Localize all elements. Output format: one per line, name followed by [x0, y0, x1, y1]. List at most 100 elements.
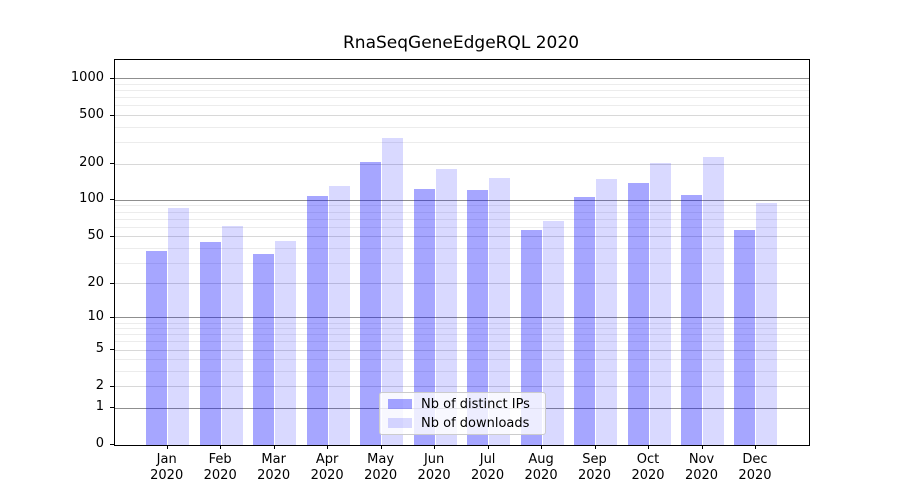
xtick-mark-mar	[273, 445, 275, 449]
xtick-label-jun: Jun 2020	[417, 452, 451, 483]
gridline-decade-10	[115, 317, 809, 319]
bar-downloads-dec	[756, 202, 778, 445]
bar-downloads-apr	[328, 185, 350, 445]
ytick-label-0: 0	[95, 436, 104, 451]
gridline-minor-80	[115, 211, 809, 213]
bar-downloads-feb	[221, 226, 243, 445]
bar-ips-may	[360, 161, 382, 445]
chart-title: RnaSeqGeneEdgeRQL 2020	[342, 33, 580, 53]
xtick-label-may: May 2020	[364, 452, 398, 483]
gridline-decade-100	[115, 199, 809, 201]
ytick-label-50: 50	[87, 227, 104, 243]
xtick-mark-apr	[327, 445, 329, 449]
xtick-label-dec: Dec 2020	[738, 452, 772, 483]
bar-ips-feb	[199, 242, 221, 445]
gridline-minor-600	[115, 105, 809, 107]
ytick-label-10: 10	[87, 308, 104, 324]
ytick-mark-0	[110, 444, 114, 445]
bar-ips-jul	[467, 190, 489, 445]
ytick-mark-20	[110, 282, 114, 284]
gridline-minor-30	[115, 262, 809, 264]
gridline-minor-6	[115, 341, 809, 343]
bar-downloads-aug	[542, 220, 564, 445]
bar-downloads-mar	[275, 241, 297, 445]
legend-label-downloads: Nb of downloads	[421, 415, 530, 431]
bar-downloads-jan	[168, 208, 190, 445]
gridline-minor-4	[115, 359, 809, 361]
bar-ips-sep	[574, 196, 596, 445]
ytick-mark-2	[110, 385, 114, 387]
gridline-200	[115, 163, 809, 165]
ytick-label-1000: 1000	[70, 69, 104, 85]
ytick-mark-100	[110, 199, 114, 201]
bar-ips-apr	[306, 195, 328, 445]
ytick-mark-500	[110, 114, 114, 116]
gridline-2	[115, 386, 809, 388]
xtick-mark-jun	[434, 445, 436, 449]
ytick-mark-1	[110, 407, 114, 409]
ytick-mark-50	[110, 235, 114, 237]
ytick-mark-200	[110, 163, 114, 164]
gridline-minor-40	[115, 247, 809, 249]
gridline-decade-1000	[115, 78, 809, 80]
bar-ips-aug	[520, 229, 542, 445]
gridline-minor-70	[115, 218, 809, 220]
ytick-mark-5	[110, 349, 114, 351]
bar-downloads-may	[382, 137, 404, 445]
xtick-label-mar: Mar 2020	[257, 452, 291, 483]
bar-ips-mar	[253, 253, 275, 445]
ytick-label-2: 2	[95, 377, 104, 393]
gridline-minor-7	[115, 334, 809, 336]
gridline-minor-9	[115, 322, 809, 324]
ytick-label-200: 200	[79, 155, 104, 170]
bar-downloads-nov	[703, 157, 724, 445]
gridline-minor-300	[115, 142, 809, 144]
ytick-mark-10	[110, 316, 114, 318]
xtick-label-oct: Oct 2020	[631, 452, 665, 483]
xtick-mark-nov	[701, 445, 703, 449]
xtick-mark-oct	[648, 445, 650, 449]
xtick-mark-jan	[166, 445, 168, 449]
xtick-mark-dec	[754, 445, 756, 449]
gridline-minor-900	[115, 84, 809, 86]
xtick-label-sep: Sep 2020	[577, 452, 612, 483]
ytick-label-500: 500	[79, 106, 104, 122]
ytick-mark-1000	[110, 77, 114, 79]
bar-downloads-jun	[435, 168, 457, 445]
legend: Nb of distinct IPs Nb of downloads	[379, 392, 546, 435]
legend-item-downloads: Nb of downloads	[388, 416, 545, 431]
bar-ips-dec	[734, 229, 756, 445]
xtick-mark-aug	[541, 445, 543, 449]
bar-downloads-oct	[649, 162, 671, 445]
xtick-mark-jul	[487, 445, 489, 449]
bar-ips-jan	[146, 250, 168, 445]
legend-swatch-downloads	[388, 418, 412, 428]
xtick-label-jan: Jan 2020	[150, 452, 184, 483]
xtick-label-apr: Apr 2020	[310, 452, 344, 483]
ytick-label-20: 20	[87, 274, 104, 290]
xtick-label-jul: Jul 2020	[471, 452, 505, 483]
gridline-minor-60	[115, 226, 809, 228]
gridline-minor-90	[115, 205, 809, 207]
xtick-mark-sep	[594, 445, 596, 449]
gridline-5	[115, 349, 809, 351]
xtick-mark-feb	[220, 445, 222, 449]
xtick-label-feb: Feb 2020	[203, 452, 237, 483]
xtick-label-nov: Nov 2020	[684, 452, 719, 483]
bar-downloads-sep	[596, 179, 618, 445]
legend-item-distinct-ips: Nb of distinct IPs	[388, 397, 545, 412]
gridline-500	[115, 115, 809, 117]
bar-downloads-jul	[489, 178, 511, 445]
gridline-minor-800	[115, 90, 809, 92]
gridline-minor-700	[115, 97, 809, 99]
ytick-label-1: 1	[95, 399, 104, 415]
gridline-minor-3	[115, 371, 809, 373]
xtick-label-aug: Aug 2020	[524, 452, 558, 483]
ytick-label-5: 5	[95, 341, 104, 357]
plot-area	[114, 59, 810, 446]
gridline-20	[115, 283, 809, 285]
bar-ips-oct	[627, 183, 649, 445]
bar-ips-nov	[681, 194, 702, 445]
gridline-minor-400	[115, 126, 809, 128]
